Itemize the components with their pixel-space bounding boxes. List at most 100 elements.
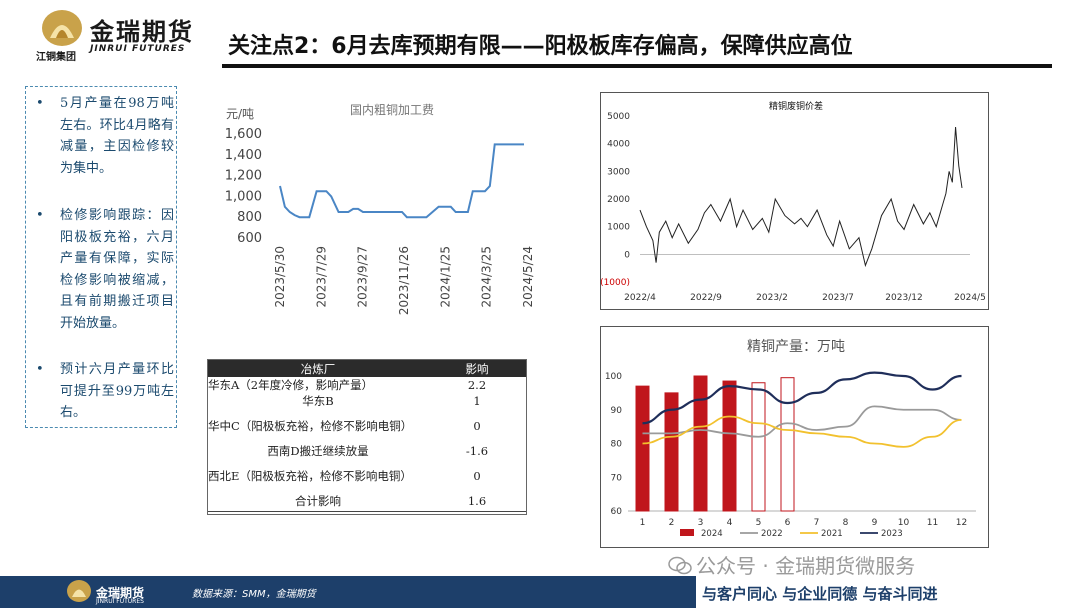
table-header-row: 冶炼厂 影响 bbox=[208, 360, 526, 377]
bullet-dot: • bbox=[36, 362, 44, 377]
x-tick-label: 2023/9/27 bbox=[356, 246, 370, 308]
y-tick-label: 100 bbox=[605, 372, 622, 382]
legend-label-2022: 2022 bbox=[761, 529, 783, 539]
impact-value-cell: 0 bbox=[473, 418, 481, 433]
chart-title: 精铜废铜价差 bbox=[769, 100, 823, 112]
bullet-dot: • bbox=[36, 96, 44, 111]
y-tick-label: 1,200 bbox=[225, 169, 262, 184]
chart-background bbox=[212, 92, 542, 328]
y-tick-label: 1000 bbox=[607, 223, 630, 233]
table-row: 西南D搬迁继续放量 -1.6 bbox=[208, 443, 526, 459]
y-tick-label: 800 bbox=[237, 210, 262, 225]
smelter-name-cell: 华东B bbox=[302, 393, 334, 408]
x-tick-label: 12 bbox=[956, 518, 967, 528]
x-tick-label: 6 bbox=[785, 518, 791, 528]
x-tick-label: 1 bbox=[640, 518, 646, 528]
x-tick-label: 7 bbox=[814, 518, 820, 528]
legend-label-2021: 2021 bbox=[821, 529, 843, 539]
impact-value-cell: 2.2 bbox=[467, 377, 487, 392]
footer-logo-english-text: JINRUI FUTURES bbox=[96, 598, 144, 605]
x-tick-label: 2024/3/25 bbox=[480, 246, 494, 308]
y-tick-label: 600 bbox=[237, 231, 262, 246]
column-header-smelter: 冶炼厂 bbox=[208, 360, 428, 377]
series-line-2022 bbox=[642, 405, 962, 438]
y-tick-label: 80 bbox=[611, 440, 623, 450]
x-tick-label: 8 bbox=[843, 518, 849, 528]
y-tick-label: 0 bbox=[624, 250, 630, 260]
x-tick-label: 9 bbox=[872, 518, 878, 528]
wechat-icon bbox=[668, 556, 692, 575]
x-tick-label: 2024/5 bbox=[954, 293, 986, 303]
impact-value-cell: 0 bbox=[473, 468, 481, 483]
y-tick-label: 1,000 bbox=[225, 189, 262, 204]
column-header-impact: 影响 bbox=[428, 360, 526, 377]
blister-copper-tc-chart: 国内粗铜加工费 元/吨 1,600 1,400 1,200 1,000 800 600 2… bbox=[212, 92, 542, 328]
y-tick-label: 1,600 bbox=[225, 127, 262, 142]
x-tick-label: 2023/12 bbox=[885, 293, 922, 303]
refined-scrap-spread-chart: 精铜废铜价差 5000 4000 3000 2000 1000 0 (1000) 2022/… bbox=[600, 92, 989, 310]
x-tick-label: 10 bbox=[898, 518, 910, 528]
impact-value-cell: -1.6 bbox=[465, 443, 489, 458]
bullet-text: 检修影响跟踪：因阳极板充裕，六月产量有保障，实际检修影响被缩减，且有前期搬迁项目… bbox=[60, 208, 174, 331]
x-tick-label: 2024/1/25 bbox=[438, 246, 452, 308]
series-line-2021 bbox=[642, 415, 962, 448]
table-row: 华东B 1 bbox=[208, 393, 526, 409]
x-tick-label: 2024/5/24 bbox=[521, 246, 535, 308]
bullet-text: 预计六月产量环比可提升至99万吨左右。 bbox=[60, 362, 174, 420]
bullet-text: 5月产量在98万吨左右。环比4月略有减量，主因检修较为集中。 bbox=[60, 96, 174, 176]
logo-english-text: JINRUI FUTURES bbox=[90, 44, 186, 54]
table-row: 华中C（阳极板充裕，检修不影响电铜） 0 bbox=[208, 409, 526, 443]
y-tick-label: (1000) bbox=[600, 278, 630, 288]
series-line-2023 bbox=[642, 371, 962, 425]
x-tick-label: 4 bbox=[727, 518, 733, 528]
y-tick-label: 2000 bbox=[607, 195, 630, 205]
x-tick-label: 2023/7/29 bbox=[314, 246, 328, 308]
y-tick-label: 1,400 bbox=[225, 148, 262, 163]
x-tick-label: 2023/2 bbox=[756, 293, 788, 303]
y-tick-label: 70 bbox=[611, 473, 623, 483]
y-tick-label: 5000 bbox=[607, 112, 630, 122]
legend-swatch-2024 bbox=[680, 529, 694, 536]
bar-2024-m1 bbox=[635, 385, 650, 512]
logo-text: 金瑞期货 bbox=[90, 18, 194, 46]
footer-logo-icon bbox=[67, 580, 91, 602]
x-tick-label: 2023/11/26 bbox=[397, 246, 411, 315]
impact-value-cell: 1 bbox=[473, 393, 481, 408]
x-tick-label: 3 bbox=[698, 518, 704, 528]
impact-value-cell: 1.6 bbox=[428, 493, 526, 512]
table-row: 合计影响 1.6 bbox=[208, 493, 526, 512]
footer-logo-text: 金瑞期货 bbox=[96, 586, 145, 600]
x-tick-label: 11 bbox=[927, 518, 938, 528]
logo-group-text: 江铜集团 bbox=[36, 52, 76, 63]
bar-2024-m3 bbox=[693, 375, 708, 512]
summary-box: • 5月产量在98万吨左右。环比4月略有减量，主因检修较为集中。 • 检修影响跟… bbox=[25, 86, 177, 428]
x-tick-label: 2022/4 bbox=[624, 293, 656, 303]
smelter-name-cell: 合计影响 bbox=[208, 493, 428, 512]
y-tick-label: 90 bbox=[611, 406, 623, 416]
table-row: 西北E（阳极板充裕，检修不影响电铜） 0 bbox=[208, 459, 526, 493]
x-tick-label: 2022/9 bbox=[690, 293, 722, 303]
y-axis-label: 元/吨 bbox=[226, 107, 254, 121]
chart-title: 国内粗铜加工费 bbox=[350, 102, 434, 117]
footer-slogan-panel bbox=[696, 576, 1080, 608]
data-source-text: 数据来源：SMM，金瑞期货 bbox=[192, 589, 316, 600]
footer-slogan: 与客户同心 与企业同德 与奋斗同进 bbox=[702, 585, 938, 603]
bar-2024-m5 bbox=[751, 382, 766, 512]
x-tick-label: 2023/7 bbox=[822, 293, 854, 303]
tc-series-line bbox=[279, 143, 524, 219]
chart-title: 精铜产量：万吨 bbox=[747, 339, 845, 355]
y-tick-label: 60 bbox=[611, 507, 623, 517]
smelter-impact-table: 冶炼厂 影响 华东A（2年度冷修，影响产量） 2.2 华东B 1 华中C（阳极板… bbox=[208, 360, 526, 512]
y-tick-label: 3000 bbox=[607, 167, 630, 177]
smelter-name-cell: 西南D搬迁继续放量 bbox=[267, 443, 369, 458]
y-tick-label: 4000 bbox=[607, 140, 630, 150]
bar-2024-m4 bbox=[722, 380, 737, 512]
x-tick-label: 2 bbox=[669, 518, 675, 528]
watermark-text: 公众号 · 金瑞期货微服务 bbox=[696, 554, 916, 578]
smelter-name-cell: 西北E（阳极板充裕，检修不影响电铜） bbox=[208, 468, 412, 483]
smelter-name-cell: 华中C（阳极板充裕，检修不影响电铜） bbox=[208, 418, 413, 433]
bullet-dot: • bbox=[36, 208, 44, 223]
x-tick-label: 5 bbox=[756, 518, 762, 528]
smelter-name-cell: 华东A（2年度冷修，影响产量） bbox=[208, 377, 374, 392]
table-row: 华东A（2年度冷修，影响产量） 2.2 bbox=[208, 377, 526, 393]
